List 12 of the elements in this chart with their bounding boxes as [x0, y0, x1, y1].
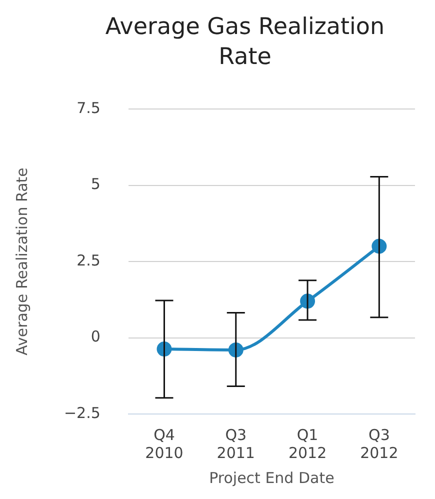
y-axis-title: Average Realization Rate: [12, 168, 31, 356]
x-tick-label: Q1 2012: [288, 426, 327, 462]
chart-title: Average Gas Realization Rate: [104, 13, 386, 72]
x-axis-title: Project End Date: [209, 468, 334, 487]
x-tick-label: Q4 2010: [145, 426, 184, 462]
y-tick-label: 2.5: [76, 251, 100, 270]
x-tick-label: Q3 2012: [360, 426, 398, 462]
y-tick-label: 0: [90, 328, 100, 346]
x-tick-label: Q3 2011: [216, 426, 255, 462]
y-tick-label: 5: [90, 175, 100, 194]
y-tick-label: 7.5: [76, 98, 100, 117]
y-tick-label: −2.5: [64, 404, 100, 422]
